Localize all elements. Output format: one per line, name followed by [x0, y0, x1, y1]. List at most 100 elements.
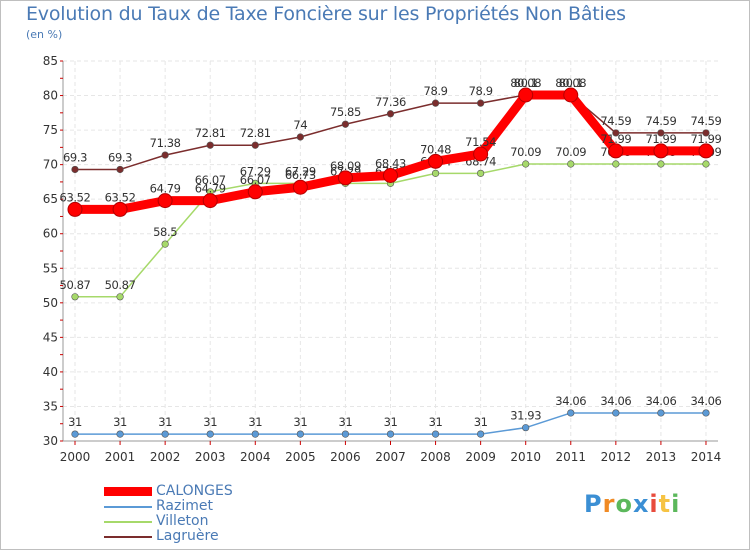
data-point [161, 430, 169, 438]
y-tick-label: 85 [43, 54, 58, 68]
data-label: 68.43 [375, 156, 406, 170]
data-point [116, 165, 124, 174]
data-label: 78.9 [424, 84, 448, 98]
data-point [206, 141, 214, 149]
y-tick-label: 55 [43, 261, 58, 275]
data-point [67, 201, 83, 217]
data-point [71, 430, 79, 438]
data-point [612, 160, 620, 168]
chart-title: Evolution du Taux de Taxe Foncière sur l… [26, 3, 626, 25]
logo-letter: i [671, 490, 681, 518]
data-point [341, 430, 350, 438]
data-label: 34.06 [691, 394, 722, 408]
data-label: 34.06 [555, 394, 586, 408]
data-point [518, 87, 534, 103]
data-point [251, 430, 259, 438]
data-label: 74 [293, 118, 307, 132]
data-label: 67.29 [285, 164, 316, 178]
x-tick-label: 2001 [105, 450, 136, 464]
legend-label: Villeton [156, 513, 209, 529]
data-point [428, 153, 444, 169]
data-point [116, 293, 124, 301]
data-point [386, 110, 395, 118]
y-tick-label: 30 [43, 434, 58, 448]
data-label: 78.9 [469, 84, 493, 98]
data-label: 50.87 [60, 278, 91, 292]
data-label: 71.99 [691, 132, 722, 146]
data-point [567, 409, 575, 417]
x-tick-label: 2008 [420, 450, 451, 464]
series-lagru-re: 69.3 69.3 71.38 72.81 72.81 74 75.85 77.36 78.9 7… [63, 76, 722, 174]
data-point [477, 169, 485, 177]
data-label: 31 [429, 415, 443, 429]
data-point [522, 160, 530, 168]
logo-letter: o [615, 490, 633, 518]
x-tick-label: 2005 [285, 450, 316, 464]
legend: CALONGES Razimet Villeton Lagruère [104, 484, 233, 544]
data-point [702, 160, 710, 168]
data-point [161, 151, 169, 159]
data-label: 69.3 [63, 150, 87, 164]
data-point [522, 424, 530, 432]
data-label: 31 [113, 415, 127, 429]
x-tick-label: 2009 [465, 450, 496, 464]
data-label: 71.38 [150, 136, 181, 150]
data-label: 72.81 [195, 126, 226, 140]
legend-swatch [104, 535, 152, 538]
legend-label: CALONGES [156, 483, 233, 499]
data-point [337, 170, 353, 186]
x-tick-label: 2000 [60, 450, 91, 464]
legend-item-lagru-re: Lagruère [104, 529, 233, 544]
data-point [473, 146, 489, 162]
data-label: 66.07 [195, 173, 226, 187]
logo-letter: t [658, 490, 672, 518]
x-tick-label: 2006 [330, 450, 361, 464]
data-label: 58.5 [153, 225, 177, 239]
y-tick-label: 70 [43, 158, 58, 172]
data-label: 71.99 [600, 132, 631, 146]
data-point [386, 430, 395, 438]
data-label: 80.1 [559, 76, 583, 90]
data-point [612, 129, 620, 137]
legend-swatch [104, 487, 152, 496]
data-point [431, 169, 440, 177]
data-point [71, 165, 79, 174]
data-point [612, 409, 620, 417]
legend-swatch [104, 520, 152, 523]
data-point [567, 160, 575, 168]
data-label: 64.79 [195, 182, 226, 196]
data-point [206, 430, 214, 438]
data-label: 74.59 [691, 114, 722, 128]
x-tick-label: 2013 [646, 450, 677, 464]
data-label: 72.81 [240, 126, 271, 140]
y-tick-label: 65 [43, 192, 58, 206]
data-label: 80.08 [510, 76, 541, 90]
data-label: 63.52 [60, 190, 91, 204]
data-label: 31 [293, 415, 307, 429]
data-point [477, 99, 485, 107]
data-label: 31 [338, 415, 352, 429]
data-label: 77.36 [375, 95, 406, 109]
data-label: 74.59 [645, 114, 676, 128]
data-label: 64.79 [150, 182, 181, 196]
data-label: 67.29 [240, 164, 271, 178]
data-label: 31 [68, 415, 82, 429]
data-point [563, 87, 579, 103]
data-point [477, 430, 485, 438]
logo-letter: x [632, 490, 650, 518]
y-tick-label: 50 [43, 296, 58, 310]
data-point [202, 193, 218, 209]
data-label: 68.09 [330, 159, 361, 173]
logo-letter: r [602, 490, 616, 518]
data-point [341, 120, 350, 128]
data-label: 70.48 [420, 142, 451, 156]
data-point [296, 430, 304, 438]
data-label: 80.1 [514, 76, 538, 90]
y-tick-label: 45 [43, 330, 58, 344]
data-point [657, 160, 665, 168]
proxiti-logo: Proxiti [584, 490, 680, 518]
x-tick-label: 2014 [691, 450, 722, 464]
legend-item-villeton: Villeton [104, 514, 233, 529]
data-label: 31 [203, 415, 217, 429]
data-point [653, 143, 669, 159]
